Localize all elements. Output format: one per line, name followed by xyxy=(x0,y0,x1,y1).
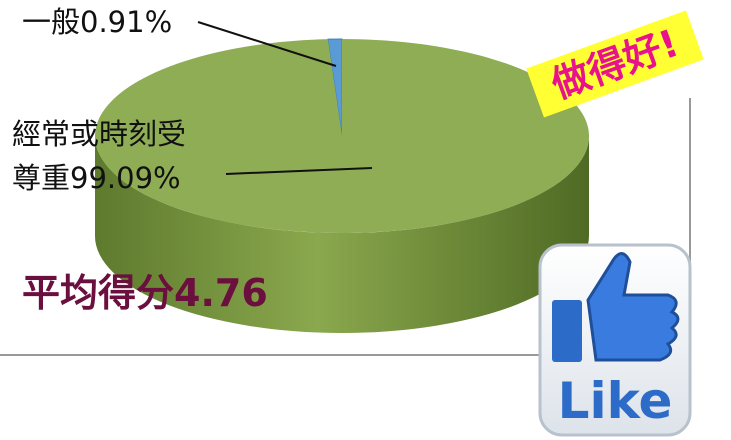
value-label: 0.91% xyxy=(80,5,173,39)
like-label: Like xyxy=(557,372,673,430)
category-label: 一般 xyxy=(22,5,81,39)
value-label: 99.09% xyxy=(70,161,181,195)
pie-slice xyxy=(327,38,343,137)
slice-label: 經常或時刻受尊重99.09% xyxy=(12,112,212,200)
pie-side xyxy=(95,136,589,333)
slice-label: 一般0.91% xyxy=(22,0,172,44)
leader-line xyxy=(197,21,337,67)
category-label: 經常或時刻受尊重 xyxy=(12,117,187,195)
pie-slice xyxy=(94,39,589,234)
annotation: 平均得分4.76 xyxy=(22,271,268,315)
leader-line xyxy=(225,167,373,175)
like-icon xyxy=(538,243,692,437)
